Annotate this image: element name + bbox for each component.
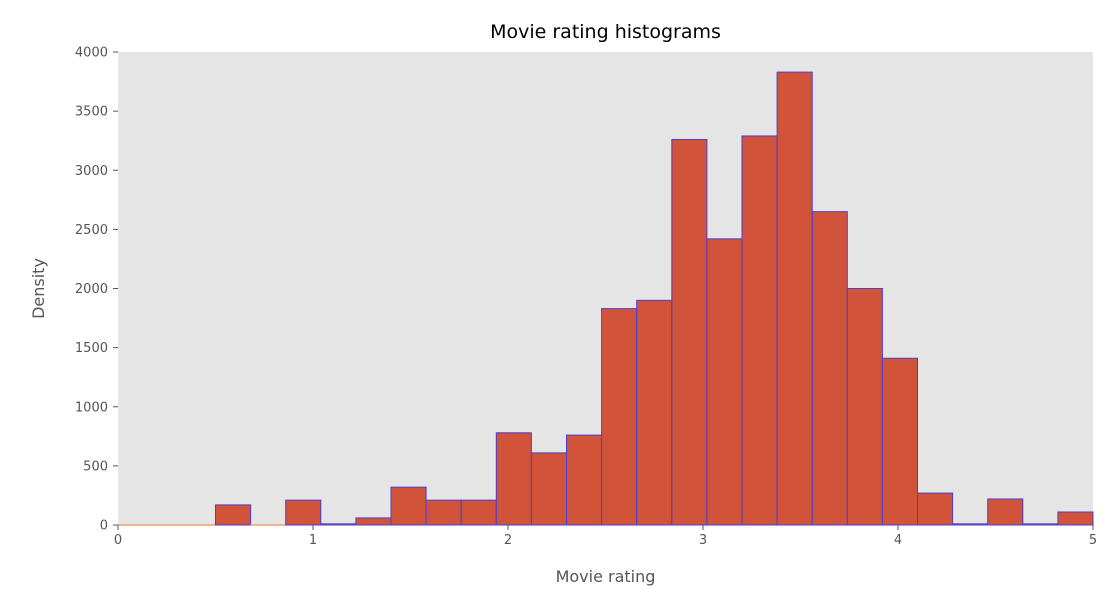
y-axis: 0 500 1000 1500 2000 2500 3000 3500 4000 [75,46,118,534]
histogram-bar-20 [881,357,919,526]
histogram-bar-25 [1057,511,1094,526]
y-tick-label: 2000 [75,282,108,297]
histogram-bar-1 [215,504,252,526]
y-tick-label: 0 [100,519,108,534]
y-tick-label: 3500 [75,105,108,120]
histogram-bar-4 [320,523,357,526]
x-axis-label: Movie rating [556,567,656,586]
x-tick-label: 2 [504,533,512,548]
histogram-bar-24 [1022,523,1059,526]
histogram-bar-7 [425,499,462,526]
histogram-bar-23 [987,498,1024,526]
histogram-bar-11 [566,434,603,526]
chart-title: Movie rating histograms [490,21,721,43]
histogram-bar-12 [601,308,638,526]
y-tick-label: 500 [83,459,108,474]
x-tick-label: 5 [1089,533,1097,548]
histogram-bar-8 [460,499,497,526]
x-tick-label: 3 [699,533,707,548]
y-axis-label: Density [29,258,48,319]
x-tick-label: 4 [894,533,902,548]
histogram-bar-18 [811,211,848,526]
histogram-bar-16 [741,135,778,526]
histogram-bar-6 [390,486,427,526]
x-tick-label: 1 [309,533,317,548]
y-tick-label: 3000 [75,164,108,179]
histogram-bar-19 [846,288,883,526]
histogram-bar-17 [776,71,813,526]
histogram-bar-10 [530,452,568,526]
histogram-bar-15 [706,238,743,526]
histogram-bar-3 [285,499,322,526]
histogram-bar-21 [917,492,954,526]
histogram-bar-9 [495,432,532,526]
histogram-bar-5 [355,517,392,526]
y-tick-label: 1500 [75,341,108,356]
histogram-bar-22 [952,523,989,526]
bars-group [118,71,1094,526]
y-tick-label: 2500 [75,223,108,238]
x-axis: 0 1 2 3 4 5 [114,525,1097,548]
y-tick-label: 4000 [75,46,108,61]
histogram-bar-14 [671,139,708,526]
x-tick-label: 0 [114,533,122,548]
y-tick-label: 1000 [75,400,108,415]
histogram-bar-13 [636,299,673,526]
